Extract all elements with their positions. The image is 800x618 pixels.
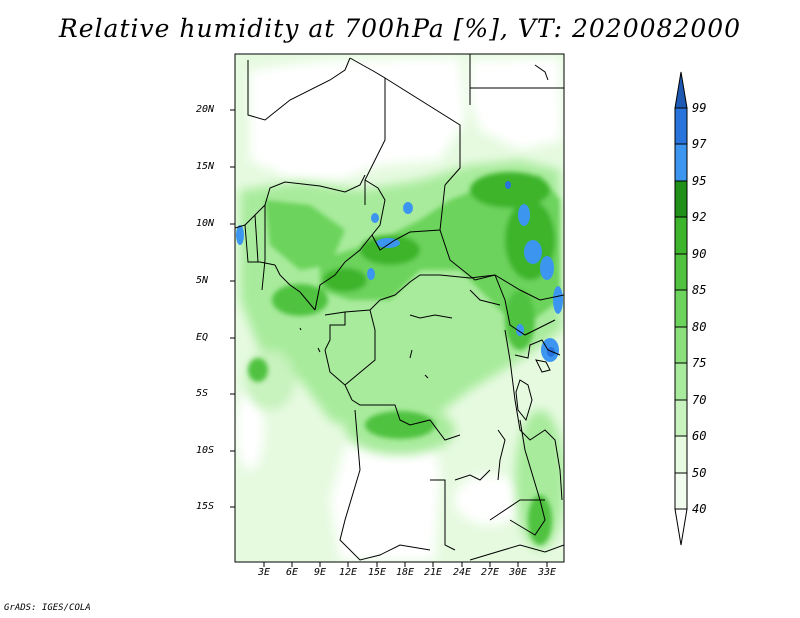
colorbar-segment-80 — [674, 289, 688, 328]
colorbar-label-97: 97 — [692, 137, 707, 151]
colorbar-segment-70 — [674, 362, 688, 401]
colorbar-top-arrow — [674, 71, 688, 109]
colorbar-segment-95 — [674, 143, 688, 182]
lat-label-5n: 5N — [196, 275, 209, 286]
grads-credit: GrADS: IGES/COLA — [4, 603, 91, 613]
colorbar-label-95: 95 — [692, 174, 707, 188]
latitude-ticks — [230, 109, 235, 508]
colorbar-segment-40 — [674, 472, 688, 510]
lat-label-20n: 20N — [196, 104, 215, 115]
lat-label-15s: 15S — [196, 501, 215, 512]
colorbar-segment-90 — [674, 216, 688, 255]
lon-label-3e: 3E — [257, 567, 271, 578]
colorbar-label-40: 40 — [692, 502, 707, 516]
lon-label-33e: 33E — [537, 567, 557, 578]
colorbar-label-60: 60 — [692, 429, 707, 443]
colorbar-label-50: 50 — [692, 466, 707, 480]
colorbar-segment-50 — [674, 435, 688, 474]
humidity-field — [235, 54, 564, 562]
colorbar-label-90: 90 — [692, 247, 707, 261]
colorbar-label-92: 92 — [692, 210, 707, 224]
colorbar-segment-92 — [674, 180, 688, 218]
colorbar-segment-97 — [674, 107, 688, 145]
colorbar-segment-60 — [674, 399, 688, 437]
lon-label-6e: 6E — [285, 567, 299, 578]
longitude-ticks — [263, 562, 548, 567]
colorbar-label-99: 99 — [692, 101, 707, 115]
colorbar-segment-75 — [674, 326, 688, 364]
field-high-values — [248, 172, 560, 545]
lon-label-27e: 27E — [480, 567, 500, 578]
lon-label-9e: 9E — [313, 567, 327, 578]
colorbar-label-70: 70 — [692, 393, 707, 407]
lon-label-21e: 21E — [423, 567, 443, 578]
lon-label-18e: 18E — [395, 567, 415, 578]
lon-label-12e: 12E — [338, 567, 358, 578]
colorbar-label-85: 85 — [692, 283, 707, 297]
lat-label-10s: 10S — [196, 445, 215, 456]
lon-label-15e: 15E — [367, 567, 387, 578]
lon-label-30e: 30E — [508, 567, 528, 578]
country-borders — [235, 54, 564, 561]
lat-label-10n: 10N — [196, 218, 215, 229]
map-title: Relative humidity at 700hPa [%], VT: 202… — [58, 14, 742, 43]
lat-label-15n: 15N — [196, 161, 215, 172]
colorbar-label-75: 75 — [692, 356, 707, 370]
colorbar — [674, 71, 688, 546]
lon-label-24e: 24E — [452, 567, 472, 578]
lat-label-eq: EQ — [196, 332, 209, 343]
colorbar-label-80: 80 — [692, 320, 707, 334]
map-frame — [234, 53, 565, 563]
field-saturated-values — [236, 181, 563, 362]
colorbar-segment-85 — [674, 253, 688, 291]
colorbar-bottom-arrow — [674, 508, 688, 546]
lat-label-5s: 5S — [196, 388, 209, 399]
